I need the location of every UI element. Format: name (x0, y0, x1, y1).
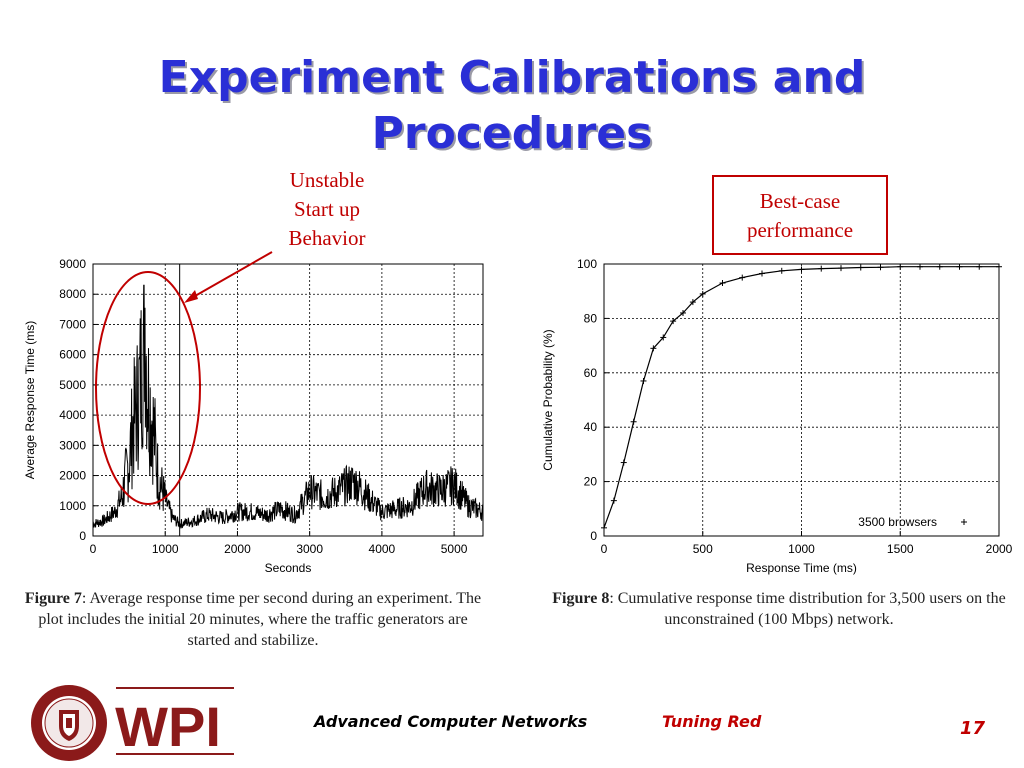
wpi-logo-text: WPI (115, 695, 221, 758)
y-tick-label: 9000 (59, 257, 86, 271)
cdf-point (670, 318, 677, 325)
figure7-caption-text: : Average response time per second durin… (38, 590, 482, 649)
figure8-caption-text: : Cumulative response time distribution … (609, 590, 1006, 628)
y-tick-label: 100 (577, 257, 597, 271)
cdf-point (838, 265, 844, 272)
figure7-caption: Figure 7: Average response time per seco… (18, 588, 488, 651)
x-tick-label: 1000 (788, 542, 815, 556)
y-tick-label: 4000 (59, 408, 86, 422)
y-tick-label: 6000 (59, 348, 86, 362)
cdf-point (936, 263, 943, 270)
y-tick-label: 80 (584, 311, 598, 325)
cdf-point (956, 263, 963, 270)
x-tick-label: 0 (90, 542, 97, 556)
cdf-point (689, 299, 696, 306)
cdf-point (917, 263, 923, 270)
x-tick-label: 3000 (296, 542, 323, 556)
cdf-point (719, 280, 726, 287)
y-tick-label: 2000 (59, 469, 86, 483)
y-tick-label: 1000 (59, 499, 86, 513)
response-time-series (92, 284, 484, 529)
x-tick-label: 1500 (887, 542, 914, 556)
figure7-chart: 0 1000 2000 3000 4000 5000 0 1000 2000 3000 4000 50… (23, 257, 484, 575)
legend: 3500 browsers (858, 515, 967, 529)
legend-label: 3500 browsers (858, 515, 937, 529)
best-case-annotation-box: Best-case performance (712, 175, 888, 255)
cdf-point (620, 459, 627, 466)
unstable-ellipse (95, 271, 201, 505)
x-tick-label: 1000 (152, 542, 179, 556)
figure7-label: Figure 7 (24, 590, 82, 607)
wpi-logo: WPI (31, 685, 234, 761)
cdf-point (877, 264, 884, 271)
slide-title-line1: Experiment Calibrations and (158, 52, 866, 103)
y-tick-label: 3000 (59, 438, 86, 452)
cdf-point (976, 263, 983, 270)
slide-title: Experiment Calibrations and Procedures (0, 50, 1024, 162)
cdf-point (798, 266, 805, 273)
y-tick-label: 0 (590, 529, 597, 543)
slide-title-line2: Procedures (371, 108, 653, 159)
figure8-caption: Figure 8: Cumulative response time distr… (546, 588, 1012, 630)
x-tick-label: 2000 (224, 542, 251, 556)
x-tick-label: 5000 (441, 542, 468, 556)
y-axis-label: Average Response Time (ms) (23, 321, 37, 480)
footer-course-title: Advanced Computer Networks (314, 712, 588, 731)
cdf-point (650, 345, 657, 352)
y-tick-label: 40 (584, 420, 598, 434)
y-tick-label: 8000 (59, 287, 86, 301)
y-tick-label: 5000 (59, 378, 86, 392)
y-tick-label: 60 (584, 366, 598, 380)
x-tick-label: 500 (693, 542, 713, 556)
annotation-arrow-line (187, 251, 273, 301)
cdf-point (630, 418, 637, 425)
cdf-series-line (603, 266, 999, 529)
cdf-point (857, 264, 864, 271)
x-tick-label: 4000 (369, 542, 396, 556)
unstable-annotation: Unstable Start up Behavior (288, 168, 366, 250)
footer-topic: Tuning Red (662, 712, 762, 731)
x-tick-label: 0 (601, 542, 608, 556)
cdf-point (818, 265, 825, 272)
figure8-chart: 0 500 1000 1500 2000 0 20 40 60 80 100 Response Tim… (541, 257, 1013, 575)
y-tick-label: 0 (79, 529, 86, 543)
cdf-point (996, 263, 1002, 270)
x-axis-label: Seconds (265, 561, 312, 575)
cdf-point (680, 309, 686, 316)
annotation-arrow-head (184, 290, 198, 303)
cdf-point (739, 274, 746, 281)
cdf-point (897, 263, 904, 270)
x-axis-label: Response Time (ms) (746, 561, 857, 575)
cdf-point (660, 334, 667, 341)
y-tick-label: 7000 (59, 317, 86, 331)
cdf-point (699, 290, 706, 297)
cdf-point (778, 267, 785, 274)
page-number: 17 (960, 718, 986, 739)
cdf-point (759, 270, 765, 277)
y-axis-label: Cumulative Probability (%) (541, 329, 555, 470)
cdf-point (640, 377, 647, 384)
figure8-label: Figure 8 (552, 590, 610, 607)
cdf-point (610, 497, 617, 504)
x-tick-label: 2000 (986, 542, 1013, 556)
cdf-point (601, 524, 607, 531)
wpi-seal (31, 685, 107, 761)
y-tick-label: 20 (584, 475, 598, 489)
